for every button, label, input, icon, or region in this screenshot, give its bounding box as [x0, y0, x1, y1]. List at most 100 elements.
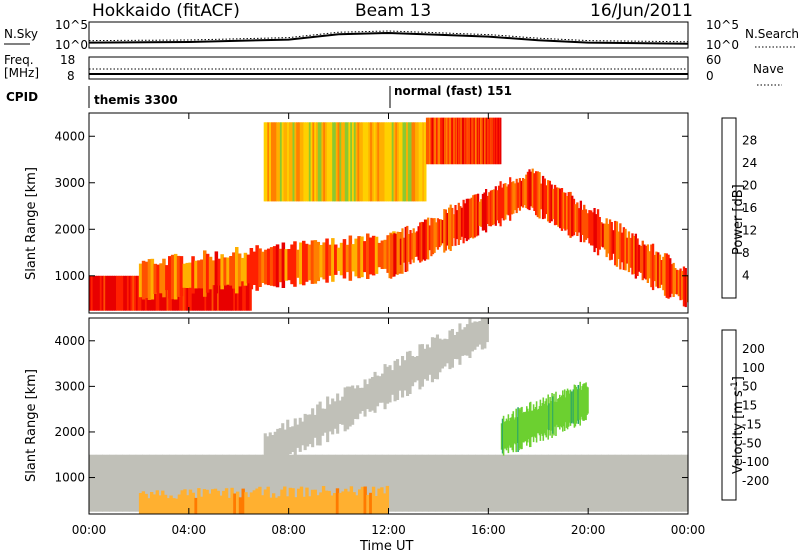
- data-cell: [216, 490, 220, 514]
- data-cell: [233, 493, 237, 514]
- data-cell: [238, 497, 243, 514]
- data-cell: [574, 204, 577, 233]
- velocity-colorbar: 200 100 50 15 -15 -50 -100 -200: [721, 329, 769, 501]
- data-cell: [311, 408, 315, 448]
- data-cell: [670, 264, 674, 294]
- data-cell: [342, 239, 347, 279]
- data-cell: [435, 117, 437, 165]
- data-cell: [138, 263, 143, 298]
- data-cell: [581, 386, 583, 420]
- data-cell: [448, 454, 456, 512]
- data-cell: [665, 253, 668, 298]
- data-cell: [528, 454, 536, 512]
- data-cell: [357, 122, 360, 202]
- data-cell: [548, 454, 556, 512]
- data-cell: [328, 122, 331, 202]
- data-cell: [668, 454, 676, 512]
- data-cell: [199, 275, 202, 311]
- data-cell: [458, 323, 462, 365]
- data-cell: [268, 432, 272, 472]
- data-cell: [215, 454, 223, 512]
- data-cell: [448, 207, 451, 250]
- data-cell: [363, 486, 367, 514]
- data-cell: [591, 212, 595, 246]
- data-cell: [246, 254, 251, 284]
- data-cell: [432, 117, 435, 165]
- data-cell: [384, 122, 387, 202]
- x-axis-label: Time UT: [359, 539, 413, 554]
- data-cell: [287, 122, 290, 202]
- data-cell: [471, 117, 474, 165]
- data-cell: [310, 489, 315, 514]
- data-cell: [375, 122, 378, 202]
- data-cell: [267, 122, 270, 202]
- data-cell: [468, 198, 472, 239]
- data-cell: [674, 454, 682, 512]
- data-cell: [463, 117, 465, 165]
- data-cell: [183, 489, 187, 514]
- data-cell: [128, 275, 132, 311]
- data-cell: [558, 398, 560, 428]
- data-cell: [629, 237, 632, 268]
- data-cell: [455, 117, 457, 165]
- data-cell: [493, 189, 496, 225]
- search-label: N.Search: [745, 27, 799, 41]
- data-cell: [393, 122, 396, 202]
- velocity-colorbar-label: Velocity [m s-1]: [730, 376, 746, 474]
- data-cell: [578, 208, 581, 233]
- data-cell: [267, 248, 271, 286]
- data-cell: [345, 244, 350, 273]
- data-cell: [337, 122, 340, 202]
- data-cell: [676, 269, 679, 295]
- data-cell: [581, 209, 584, 235]
- data-cell: [141, 491, 146, 514]
- data-cell: [579, 200, 583, 243]
- data-cell: [284, 249, 289, 281]
- data-cell: [588, 454, 596, 512]
- data-cell: [475, 117, 477, 165]
- data-cell: [473, 321, 477, 350]
- data-cell: [404, 122, 407, 202]
- data-cell: [407, 122, 411, 202]
- data-cell: [500, 117, 502, 165]
- data-cell: [261, 251, 265, 283]
- data-cell: [227, 497, 232, 514]
- data-cell: [266, 436, 270, 471]
- cpid-segment-2: normal (fast) 151: [394, 84, 512, 98]
- data-cell: [184, 275, 187, 311]
- data-cell: [612, 230, 615, 254]
- data-cell: [434, 117, 436, 165]
- data-cell: [501, 187, 504, 219]
- data-cell: [197, 275, 200, 311]
- data-cell: [495, 117, 498, 165]
- data-cell: [433, 337, 437, 379]
- data-cell: [333, 493, 337, 514]
- data-cell: [307, 244, 312, 281]
- date-title: 16/Jun/2011: [590, 1, 693, 21]
- data-cell: [235, 454, 243, 512]
- data-cell: [574, 454, 583, 512]
- colorbar-tick-label: 8: [742, 246, 750, 260]
- data-cell: [624, 228, 627, 271]
- x-tick-label: 12:00: [371, 523, 406, 537]
- data-cell: [308, 122, 312, 202]
- data-cell: [162, 454, 170, 512]
- data-cell: [421, 454, 430, 512]
- data-cell: [614, 220, 617, 266]
- data-cell: [232, 252, 236, 289]
- data-cell: [674, 268, 677, 295]
- data-cell: [336, 247, 341, 271]
- data-cell: [518, 178, 522, 211]
- data-cell: [501, 418, 504, 454]
- data-cell: [401, 454, 410, 512]
- data-cell: [165, 265, 169, 291]
- data-cell: [220, 254, 224, 290]
- colorbar-tick-label: 50: [742, 380, 757, 394]
- data-cell: [453, 335, 457, 359]
- data-cell: [328, 404, 332, 432]
- data-cell: [358, 489, 362, 514]
- data-cell: [498, 117, 500, 165]
- data-cell: [326, 122, 330, 202]
- data-cell: [312, 122, 315, 202]
- data-cell: [353, 388, 357, 419]
